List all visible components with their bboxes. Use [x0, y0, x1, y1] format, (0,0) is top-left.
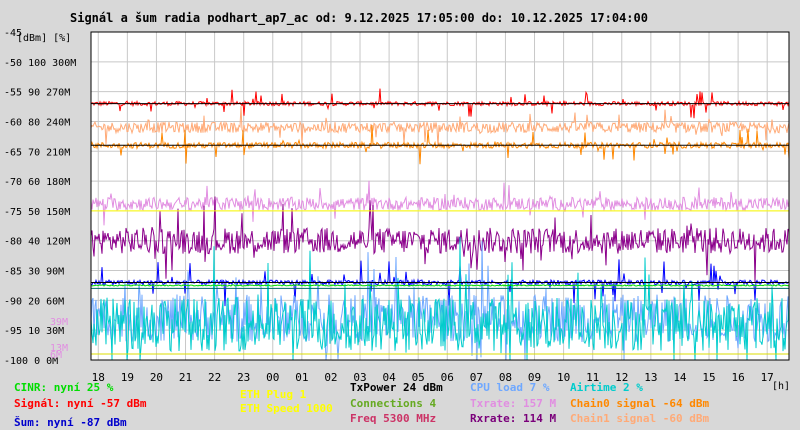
y-tick-label: -65 70 210M	[4, 147, 70, 158]
x-tick-label: 10	[557, 371, 570, 384]
legend-eth-speed: ETH Speed 1000	[240, 402, 333, 415]
y-tick-label: -70 60 180M	[4, 177, 70, 188]
y-axis-ticks: -45 -50 100 300M -55 90 270M -60 80 240M -65…	[4, 28, 76, 367]
x-tick-label: 14	[673, 371, 687, 384]
legend-eth-plug: ETH Plug 1	[240, 388, 307, 401]
legend-chain1: Chain1 signal -60 dBm	[570, 412, 710, 425]
x-tick-label: 11	[586, 371, 599, 384]
y-tick-label: -80 40 120M	[4, 237, 70, 248]
legend-rxrate: Rxrate: 114 M	[470, 412, 557, 425]
y-tick-label: -60 80 240M	[4, 117, 70, 128]
legend-chain0: Chain0 signal -64 dBm	[570, 397, 710, 410]
y-tick-label: -50 100 300M	[4, 58, 76, 69]
chart-title: Signál a šum radia podhart_ap7_ac od: 9.…	[70, 11, 648, 26]
x-tick-label: 06	[441, 371, 454, 384]
y-tick-label: -45	[4, 28, 22, 39]
legend-cinr: CINR: nyní 25 %	[14, 381, 114, 394]
x-tick-label: 21	[179, 371, 192, 384]
y-extra-label: 39M	[50, 317, 68, 328]
legend-cpu-load: CPU load 7 %	[470, 381, 550, 394]
y-tick-label: -90 20 60M	[4, 296, 64, 307]
series-line-chain1-signal	[90, 106, 790, 147]
x-tick-label: 18	[92, 371, 105, 384]
y-extra-label: 6M	[50, 350, 62, 361]
x-tick-label: 16	[731, 371, 744, 384]
x-tick-label: 22	[208, 371, 221, 384]
y-extra-label: 13M	[50, 343, 68, 354]
series-line-cinr	[90, 284, 790, 287]
x-tick-label: 00	[266, 371, 279, 384]
x-tick-label: 12	[615, 371, 628, 384]
x-tick-label: 23	[237, 371, 250, 384]
x-tick-label: 03	[353, 371, 366, 384]
y-tick-label: -75 50 150M	[4, 207, 70, 218]
series-line-airtime	[90, 236, 790, 361]
x-tick-label: 20	[150, 371, 163, 384]
x-tick-label: 19	[121, 371, 134, 384]
x-tick-label: 09	[528, 371, 541, 384]
series-line-chain0-signal	[90, 124, 790, 165]
y-axis-unit-label: [dBm] [%]	[17, 33, 71, 44]
series-line-txrate	[90, 180, 790, 226]
x-tick-label: 02	[324, 371, 337, 384]
series-line-rxrate	[90, 196, 790, 283]
x-tick-label: 08	[499, 371, 512, 384]
x-axis-unit-label: [h]	[772, 381, 790, 392]
x-tick-label: 17	[761, 371, 774, 384]
y-tick-label: -95 10 30M	[4, 326, 64, 337]
x-tick-label: 01	[295, 371, 308, 384]
legend-airtime: Airtime 2 %	[570, 381, 643, 394]
y-tick-label: -100 0 0M	[4, 356, 58, 367]
x-tick-label: 05	[412, 371, 425, 384]
x-tick-label: 15	[702, 371, 715, 384]
x-tick-label: 07	[470, 371, 483, 384]
y-tick-label: -55 90 270M	[4, 88, 70, 99]
legend-signal: Signál: nyní -57 dBm	[14, 397, 147, 410]
plot-border	[90, 31, 790, 361]
x-axis-ticks: 18 19 20 21 22 23 00 01 02 03 04 05 06 07 08 09 10 11 12 13…	[92, 371, 774, 384]
legend-noise: Šum: nyní -87 dBm	[14, 416, 127, 429]
legend-freq: Freq 5300 MHz	[350, 412, 437, 425]
legend-txpower: TxPower 24 dBm	[350, 381, 443, 394]
reference-lines	[91, 103, 789, 355]
x-tick-label: 13	[644, 371, 657, 384]
series-layer	[90, 88, 790, 361]
x-tick-label: 04	[382, 371, 396, 384]
legend-connections: Connections 4	[350, 397, 437, 410]
legend-txrate: Txrate: 157 M	[470, 397, 557, 410]
y-tick-label: -85 30 90M	[4, 267, 64, 278]
